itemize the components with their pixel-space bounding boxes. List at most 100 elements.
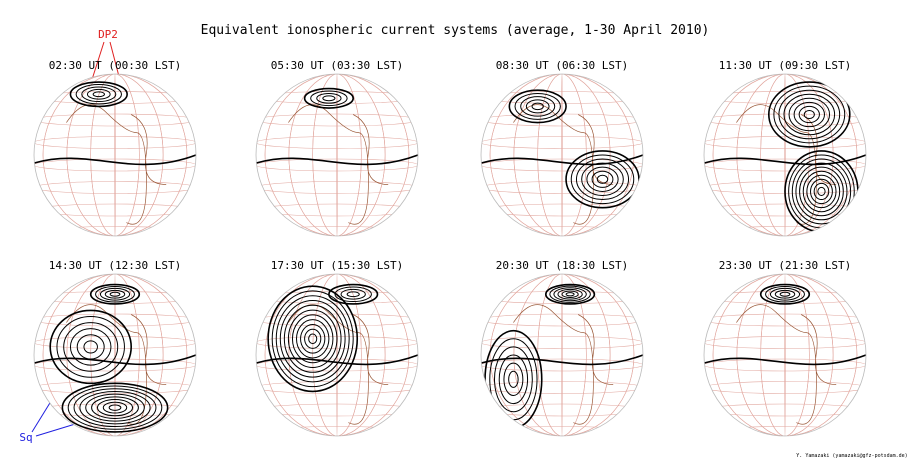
parallel [256,136,418,149]
current-contour [806,174,837,209]
panel-label: 14:30 UT (12:30 LST) [49,259,181,272]
current-contour [494,346,533,413]
parallel [34,181,196,194]
parallel [34,203,196,217]
parallel [704,381,866,394]
meridian [264,74,410,236]
parallel [704,313,866,327]
current-contour [481,354,643,366]
meridian [561,274,563,436]
parallel [256,181,418,194]
current-contour [95,285,135,303]
globe-panel: 08:30 UT (06:30 LST) [480,59,644,237]
current-contour [759,283,811,305]
current-contour [817,186,826,196]
current-contour [85,393,145,422]
meridian [784,74,786,236]
parallel [256,226,418,236]
current-contour [810,178,833,205]
globe-outline [703,273,867,437]
meridian [760,274,810,436]
parallel [256,381,418,394]
meridian [288,274,386,436]
meridian [288,74,386,236]
parallel [481,403,643,417]
current-contour [581,162,624,197]
current-contour [561,290,579,298]
globe-outline [33,73,197,237]
parallel [704,158,866,172]
globe-panel: 02:30 UT (00:30 LST) [33,59,197,237]
current-contour [86,88,111,100]
parallel [704,336,866,349]
parallel [256,158,418,172]
parallel [481,226,643,236]
current-contour [596,174,609,184]
parallel [34,358,196,372]
current-contour [779,291,791,297]
current-contour [591,170,614,188]
current-contour [81,86,117,103]
current-contour [769,287,801,301]
current-contour [75,84,122,105]
meridian [561,74,563,236]
current-contour [798,105,820,124]
figure-title: Equivalent ionospheric current systems (… [201,23,710,38]
panel-label: 05:30 UT (03:30 LST) [271,59,403,72]
parallel [34,381,196,394]
parallel [256,291,418,304]
current-contour [586,166,619,192]
current-contour [303,87,355,109]
current-contour [570,154,635,205]
current-contour [508,89,567,124]
current-contour [79,390,151,425]
coastline [736,304,837,425]
parallel [704,136,866,149]
meridian [90,74,140,236]
parallel [481,313,643,327]
current-contour [788,97,831,132]
globe [481,74,643,236]
globe-disk [34,74,196,236]
current-contour [69,328,112,366]
meridian [336,74,338,236]
current-contour [328,283,379,305]
current-contour [34,354,196,366]
current-contour [799,166,844,217]
current-contour [73,388,157,428]
panel-label: 11:30 UT (09:30 LST) [719,59,851,72]
current-contour [108,404,122,411]
meridian [736,74,834,236]
meridian [760,74,810,236]
parallel [34,136,196,149]
current-contour [793,101,825,128]
current-contour [704,354,866,366]
globe-panel: 23:30 UT (21:30 LST) [703,259,867,437]
current-contour [544,283,596,305]
globe-panel: 17:30 UT (15:30 LST) [255,259,419,437]
meridian [736,274,834,436]
parallel [704,403,866,417]
current-contour [334,286,372,303]
current-contour [267,285,359,393]
globe-panel: 11:30 UT (09:30 LST) [703,59,867,237]
current-contour [91,396,139,419]
globe-outline [255,273,419,437]
current-contour [802,170,841,213]
globe-outline [480,73,644,237]
current-contour [508,370,519,388]
current-contour [704,154,866,166]
globes: 02:30 UT (00:30 LST) 05:30 UT (03:30 LST)… [33,59,867,437]
globe [34,74,196,236]
coastline [288,104,389,225]
current-contour [803,109,815,120]
globe-outline [703,73,867,237]
panel-label: 02:30 UT (00:30 LST) [49,59,181,72]
meridian [114,274,116,436]
current-contour [791,158,852,225]
parallel [704,91,866,104]
parallel [704,358,866,372]
parallel [256,113,418,127]
globe [256,274,418,436]
